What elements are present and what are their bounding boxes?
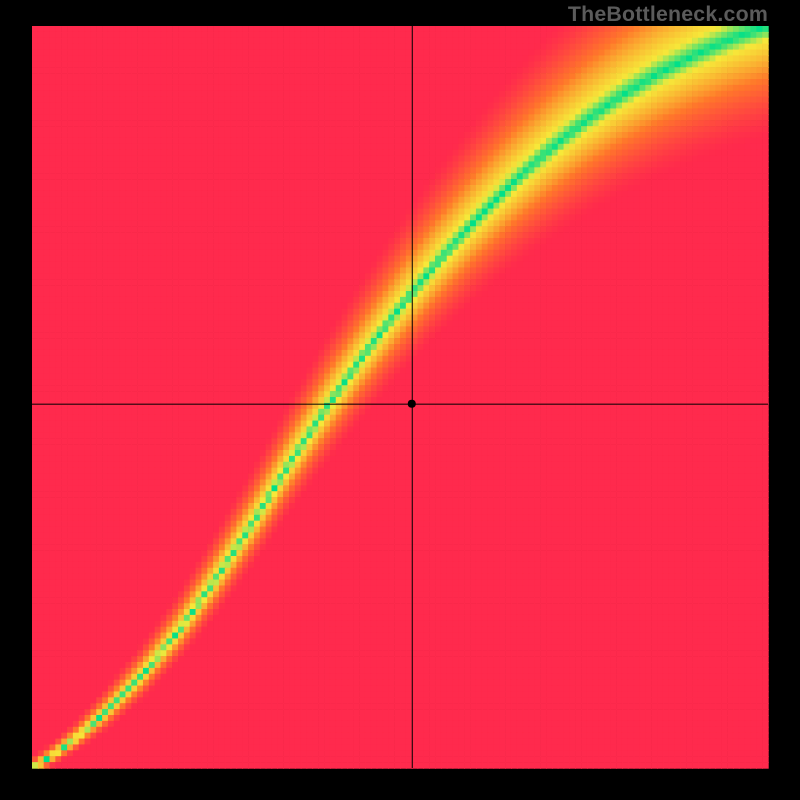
bottleneck-heatmap: [0, 0, 800, 800]
watermark-text: TheBottleneck.com: [568, 2, 768, 27]
